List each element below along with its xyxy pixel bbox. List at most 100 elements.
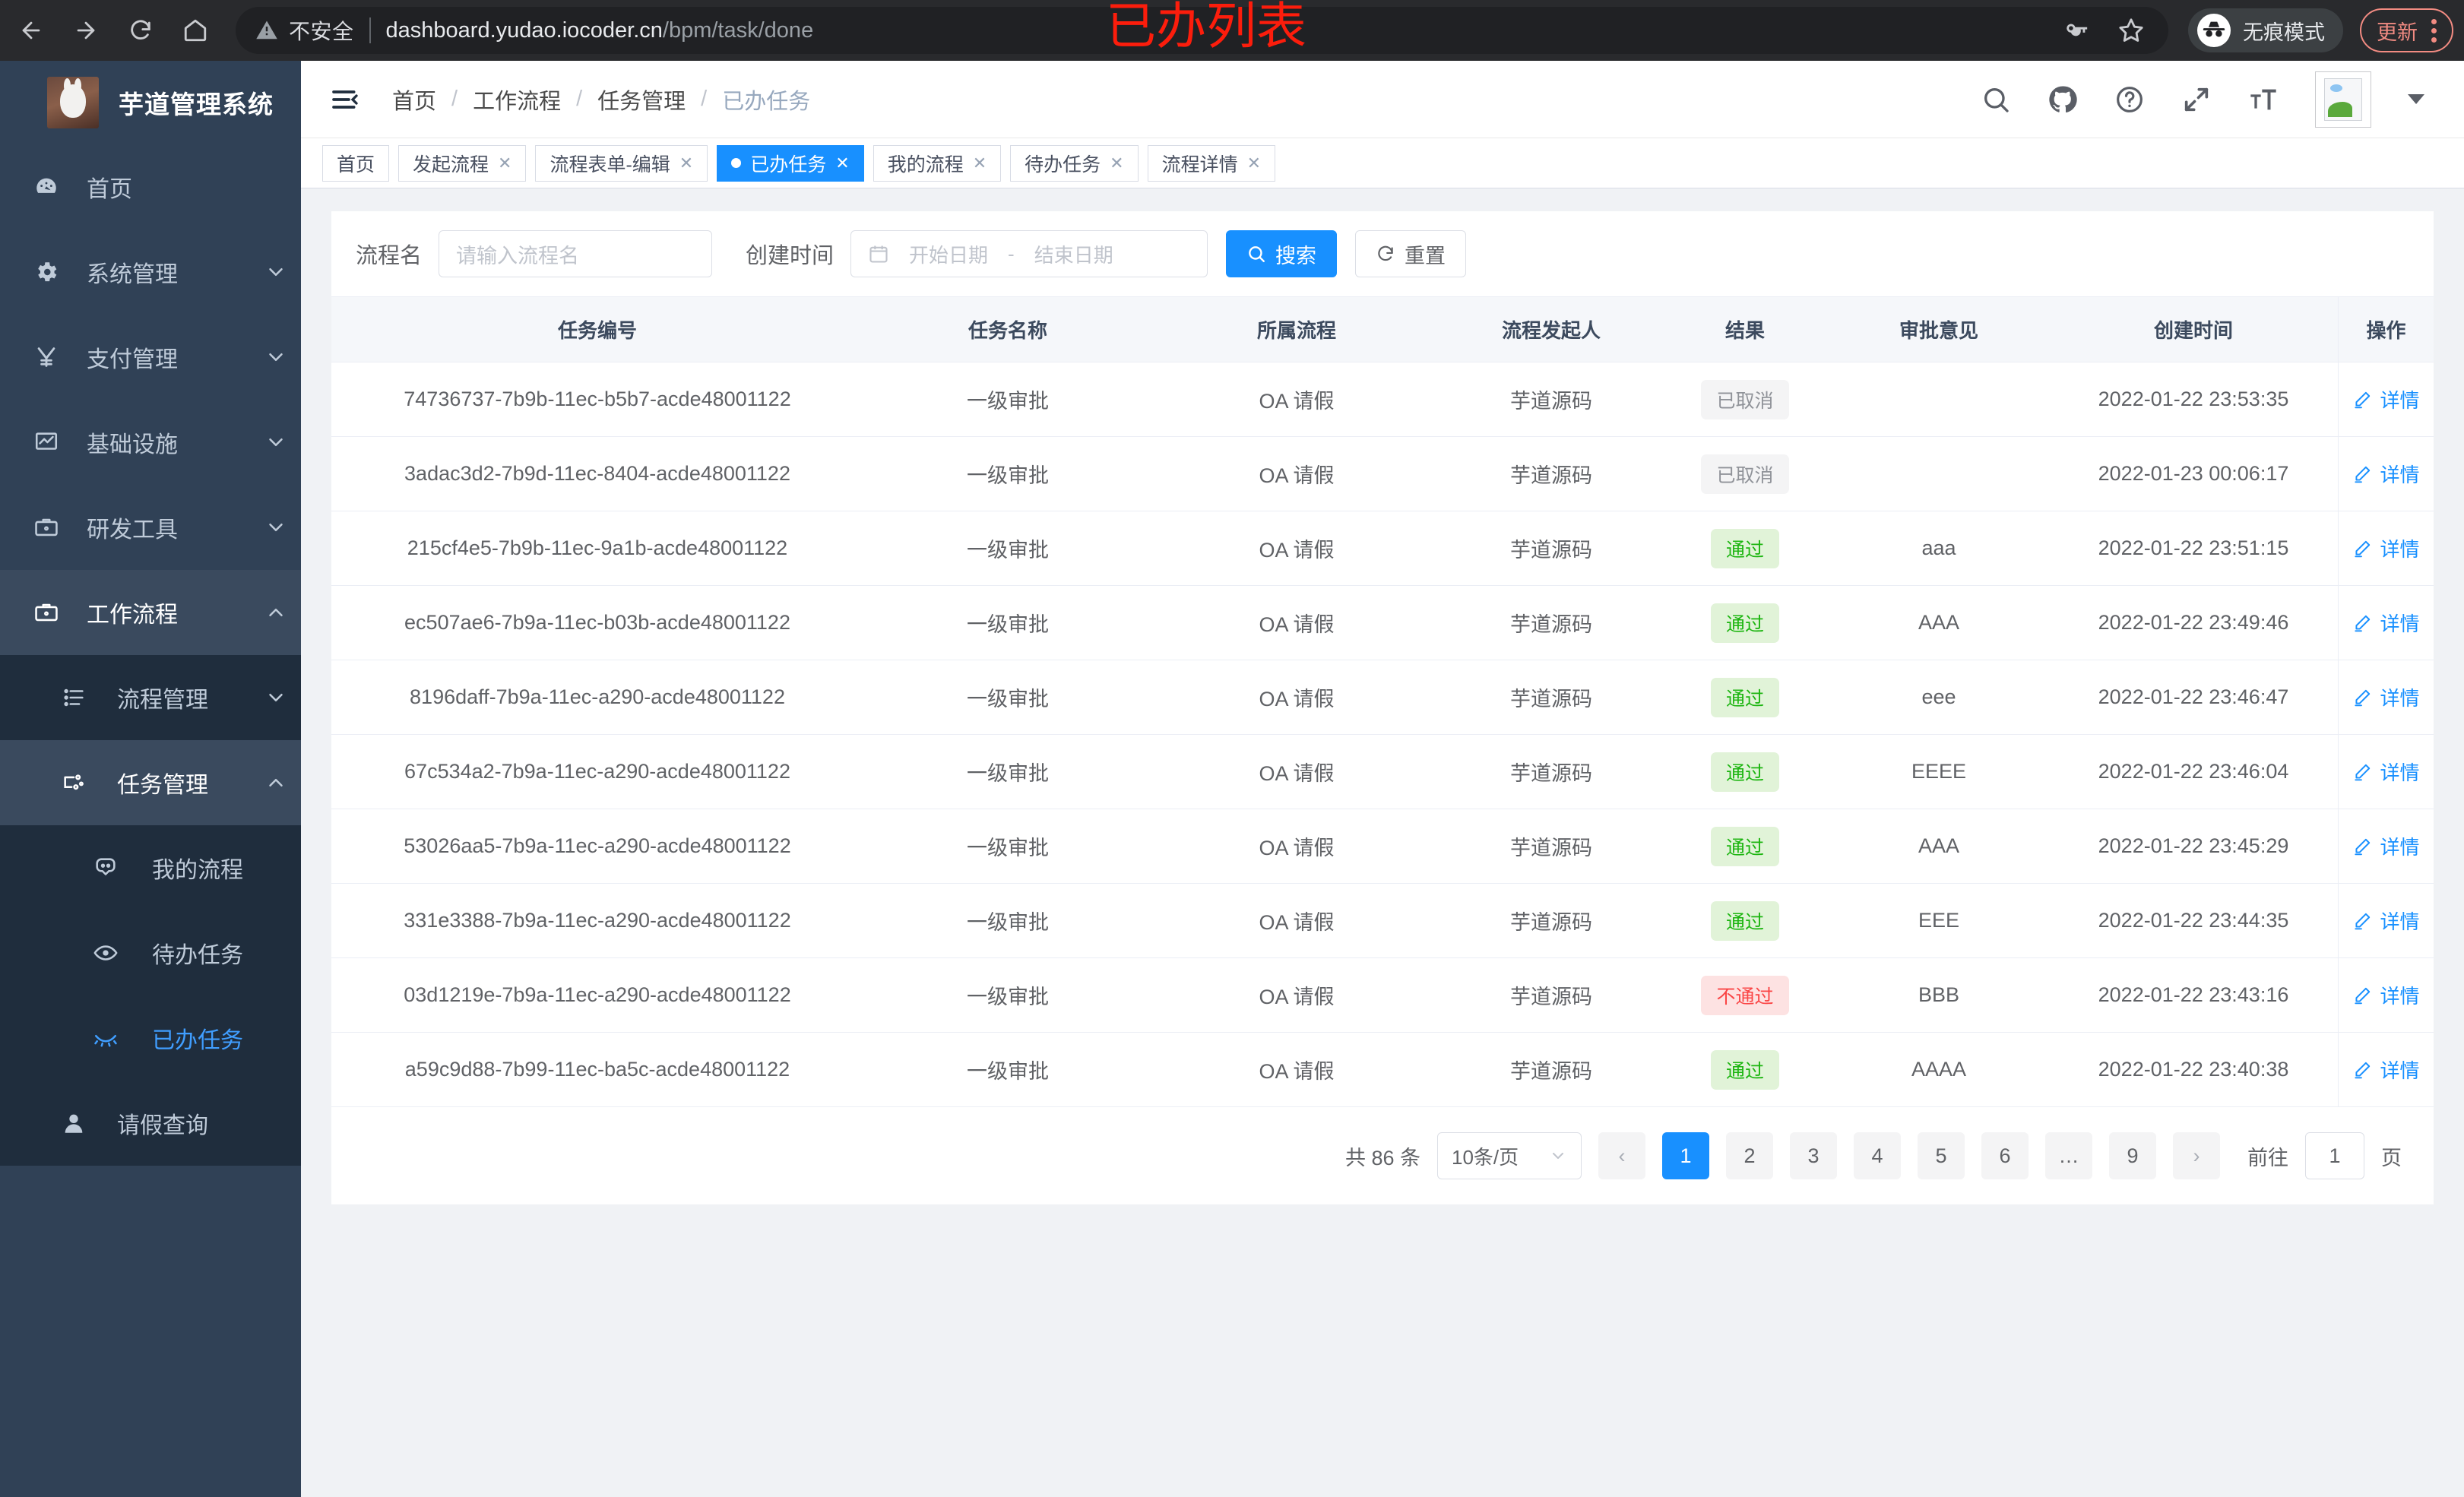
cell-starter: 芋道源码 [1510,911,1592,934]
gear-icon [23,259,70,285]
search-button[interactable]: 搜索 [1226,230,1338,277]
brand[interactable]: 芋道管理系统 [0,61,301,144]
page-button-9[interactable]: 9 [2109,1132,2156,1179]
detail-button[interactable]: 详情 [2352,534,2420,562]
goto-page-input[interactable]: 1 [2305,1132,2364,1179]
breadcrumb-separator: / [576,87,583,111]
update-button[interactable]: 更新 [2360,8,2453,52]
chevron-down-icon[interactable] [251,261,301,283]
close-icon[interactable]: ✕ [1246,153,1262,172]
hamburger-icon[interactable] [328,83,362,116]
detail-button[interactable]: 详情 [2352,981,2420,1009]
incognito-label: 无痕模式 [2243,21,2325,44]
chevron-down-icon[interactable] [251,431,301,454]
page-size-select[interactable]: 10条/页 [1437,1132,1582,1179]
next-page-button[interactable]: › [2173,1132,2220,1179]
page-button-5[interactable]: 5 [1918,1132,1965,1179]
search-icon[interactable] [1981,84,2011,115]
github-icon[interactable] [2048,84,2078,115]
tab-todo-task[interactable]: 待办任务 ✕ [1010,144,1139,182]
font-size-icon[interactable] [2248,84,2279,115]
sidebar-item-label: 已办任务 [152,1028,243,1053]
detail-button[interactable]: 详情 [2352,609,2420,637]
sidebar-item-my-process[interactable]: 我的流程 [0,825,301,910]
sidebar-item-payment[interactable]: 支付管理 [0,315,301,400]
breadcrumb-item-2[interactable]: 任务管理 [597,89,686,114]
back-arrow-icon[interactable] [8,7,55,54]
page-button-2[interactable]: 2 [1726,1132,1773,1179]
help-icon[interactable] [2114,84,2145,115]
sidebar-item-home[interactable]: 首页 [0,144,301,229]
sidebar-item-devtools[interactable]: 研发工具 [0,485,301,570]
cell-process: OA 请假 [1259,464,1335,487]
reset-button[interactable]: 重置 [1355,230,1467,277]
tab-process-form-edit[interactable]: 流程表单-编辑 ✕ [535,144,708,182]
sidebar-item-leave-query[interactable]: 请假查询 [0,1081,301,1166]
page-button-1[interactable]: 1 [1662,1132,1709,1179]
column-header-task-id: 任务编号 [557,319,637,342]
breadcrumb-item-1[interactable]: 工作流程 [473,89,562,114]
search-input[interactable]: 请输入流程名 [439,230,713,277]
sidebar-item-system[interactable]: 系统管理 [0,229,301,315]
sidebar-item-infrastructure[interactable]: 基础设施 [0,400,301,485]
tab-done-task[interactable]: 已办任务 ✕ [717,144,864,182]
page-button-3[interactable]: 3 [1790,1132,1837,1179]
reload-icon[interactable] [117,7,164,54]
tab-start-process[interactable]: 发起流程 ✕ [398,144,527,182]
app-header: 首页 / 工作流程 / 任务管理 / 已办任务 [301,61,2464,138]
page-button-4[interactable]: 4 [1854,1132,1901,1179]
prev-page-button[interactable]: ‹ [1598,1132,1645,1179]
detail-button[interactable]: 详情 [2352,832,2420,860]
detail-button[interactable]: 详情 [2352,907,2420,935]
cell-create-time: 2022-01-22 23:49:46 [2098,611,2289,634]
status-badge: 已取消 [1701,454,1789,494]
chevron-down-icon[interactable] [251,346,301,369]
close-icon[interactable]: ✕ [972,153,987,172]
sidebar-item-task-management[interactable]: 任务管理 [0,740,301,825]
sidebar-item-done-task[interactable]: 已办任务 [0,995,301,1081]
task-table: 任务编号 任务名称 所属流程 流程发起人 结果 审批意见 创建时间 操作 747… [331,296,2434,1107]
chevron-down-icon[interactable] [2408,94,2424,104]
chevron-up-icon[interactable] [251,601,301,624]
tab-process-detail[interactable]: 流程详情 ✕ [1147,144,1276,182]
detail-button[interactable]: 详情 [2352,1055,2420,1084]
bookmark-star-icon[interactable] [2118,17,2144,43]
detail-button[interactable]: 详情 [2352,758,2420,786]
chevron-down-icon[interactable] [251,686,301,709]
address-bar[interactable]: 不安全 dashboard.yudao.iocoder.cn/bpm/task/… [236,7,2168,54]
close-icon[interactable]: ✕ [498,153,512,172]
incognito-indicator[interactable]: 无痕模式 [2188,8,2343,52]
url-path: /bpm/task/done [662,17,814,43]
tab-my-process[interactable]: 我的流程 ✕ [873,144,1002,182]
close-icon[interactable]: ✕ [679,153,694,172]
chevron-down-icon[interactable] [251,516,301,539]
chevron-up-icon[interactable] [251,771,301,794]
update-label: 更新 [2377,21,2418,44]
detail-button[interactable]: 详情 [2352,683,2420,711]
detail-button[interactable]: 详情 [2352,385,2420,413]
close-icon[interactable]: ✕ [835,153,850,172]
browser-menu-icon[interactable] [2431,18,2437,43]
cell-create-time: 2022-01-22 23:51:15 [2098,536,2289,559]
cell-create-time: 2022-01-22 23:44:35 [2098,909,2289,932]
tab-home[interactable]: 首页 [322,144,390,182]
page-ellipsis[interactable]: … [2045,1132,2092,1179]
column-header-opinion: 审批意见 [1899,319,1978,342]
avatar-image [2324,78,2362,121]
cell-task-name: 一级审批 [967,911,1049,934]
breadcrumb-item-0[interactable]: 首页 [392,89,437,114]
page-button-6[interactable]: 6 [1981,1132,2029,1179]
close-icon[interactable]: ✕ [1110,153,1124,172]
detail-button[interactable]: 详情 [2352,460,2420,488]
pencil-icon [2355,838,2371,855]
sidebar-item-workflow[interactable]: 工作流程 [0,570,301,655]
forward-arrow-icon[interactable] [62,7,109,54]
avatar[interactable] [2315,71,2371,128]
date-range-picker[interactable]: 开始日期 - 结束日期 [850,230,1208,277]
key-icon[interactable] [2063,17,2089,43]
fullscreen-icon[interactable] [2181,84,2212,115]
sidebar-item-todo-task[interactable]: 待办任务 [0,910,301,995]
sidebar-item-label: 待办任务 [152,943,243,968]
sidebar-item-process-management[interactable]: 流程管理 [0,655,301,740]
home-icon[interactable] [172,7,219,54]
